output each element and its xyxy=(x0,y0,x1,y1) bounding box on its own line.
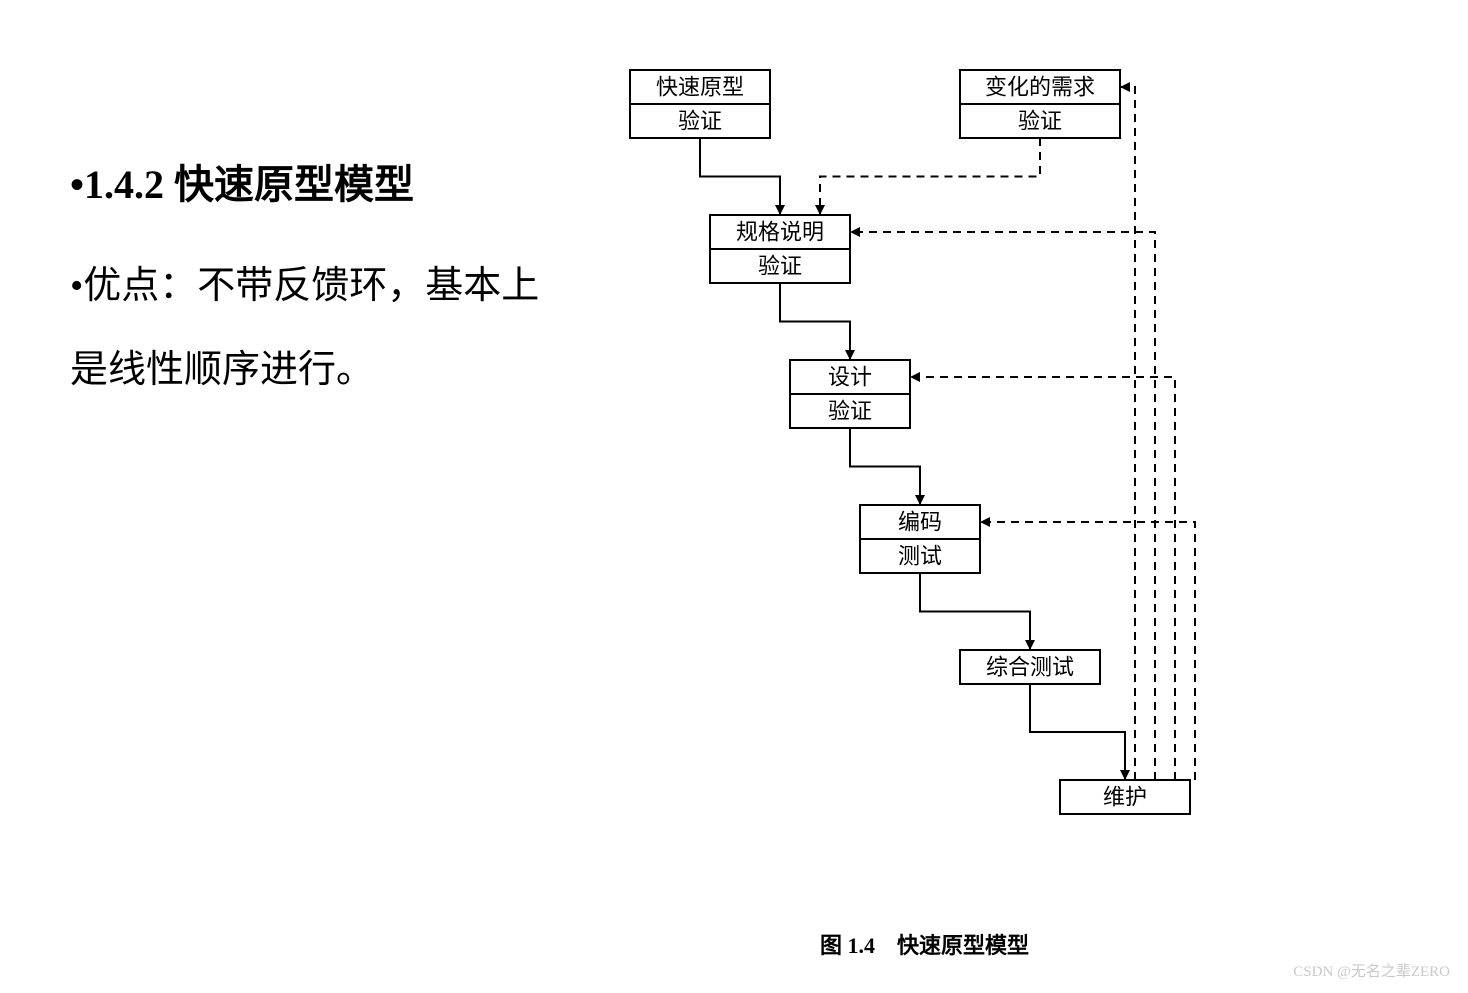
section-heading: •1.4.2 快速原型模型 xyxy=(70,155,570,215)
text-column: •1.4.2 快速原型模型 •优点：不带反馈环，基本上是线性顺序进行。 xyxy=(70,155,570,412)
watermark: CSDN @无名之辈ZERO xyxy=(1293,960,1450,981)
label-proto-bot: 验证 xyxy=(678,109,722,134)
label-itest-top: 综合测试 xyxy=(986,655,1074,680)
bullet-advantage: •优点：不带反馈环，基本上是线性顺序进行。 xyxy=(70,245,570,412)
label-design-top: 设计 xyxy=(828,365,872,390)
label-code-bot: 测试 xyxy=(898,544,942,569)
label-change-bot: 验证 xyxy=(1018,109,1062,134)
label-maint-top: 维护 xyxy=(1103,785,1147,810)
label-spec-top: 规格说明 xyxy=(736,220,824,245)
label-spec-bot: 验证 xyxy=(758,254,802,279)
label-change-top: 变化的需求 xyxy=(985,75,1095,100)
flowchart: 快速原型验证变化的需求验证规格说明验证设计验证编码测试综合测试维护 xyxy=(570,50,1270,920)
label-design-bot: 验证 xyxy=(828,399,872,424)
label-code-top: 编码 xyxy=(898,510,942,535)
label-proto-top: 快速原型 xyxy=(656,75,744,100)
figure-caption: 图 1.4 快速原型模型 xyxy=(820,928,1029,960)
page-root: { "text": { "heading": "•1.4.2 快速原型模型", … xyxy=(0,0,1468,993)
